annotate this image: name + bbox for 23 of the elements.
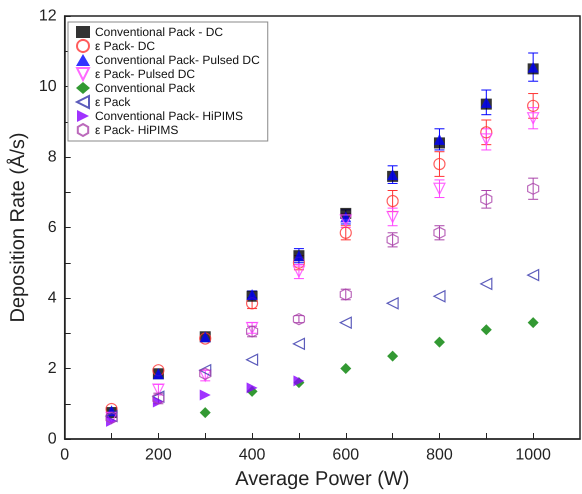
y-tick-label: 10	[38, 78, 57, 95]
y-tick-label: 12	[38, 8, 57, 24]
legend-label: Conventional Pack- HiPIMS	[95, 109, 244, 123]
x-tick-label: 600	[332, 446, 360, 464]
y-axis-title: Deposition Rate (Å/s)	[6, 132, 29, 323]
x-tick-label: 1000	[515, 446, 552, 464]
x-tick-label: 800	[426, 446, 453, 464]
legend-label: ε Pack	[95, 95, 132, 109]
legend-label: Conventional Pack- Pulsed DC	[95, 53, 260, 67]
legend-label: ε Pack- HiPIMS	[95, 123, 178, 137]
x-tick-label: 0	[60, 446, 70, 464]
y-tick-label: 6	[48, 219, 57, 236]
x-tick-label: 200	[145, 446, 172, 464]
y-tick-label: 0	[48, 430, 57, 448]
x-axis-title: Average Power (W)	[235, 468, 410, 490]
y-tick-label: 8	[48, 148, 57, 166]
legend-label: Conventional Pack - DC	[95, 25, 224, 39]
legend-label: ε Pack- DC	[95, 39, 156, 53]
x-tick-label: 400	[238, 446, 266, 464]
y-tick-label: 2	[48, 360, 57, 377]
legend-label: ε Pack- Pulsed DC	[95, 67, 196, 81]
legend-label: Conventional Pack	[95, 81, 196, 95]
y-tick-label: 4	[48, 290, 57, 306]
